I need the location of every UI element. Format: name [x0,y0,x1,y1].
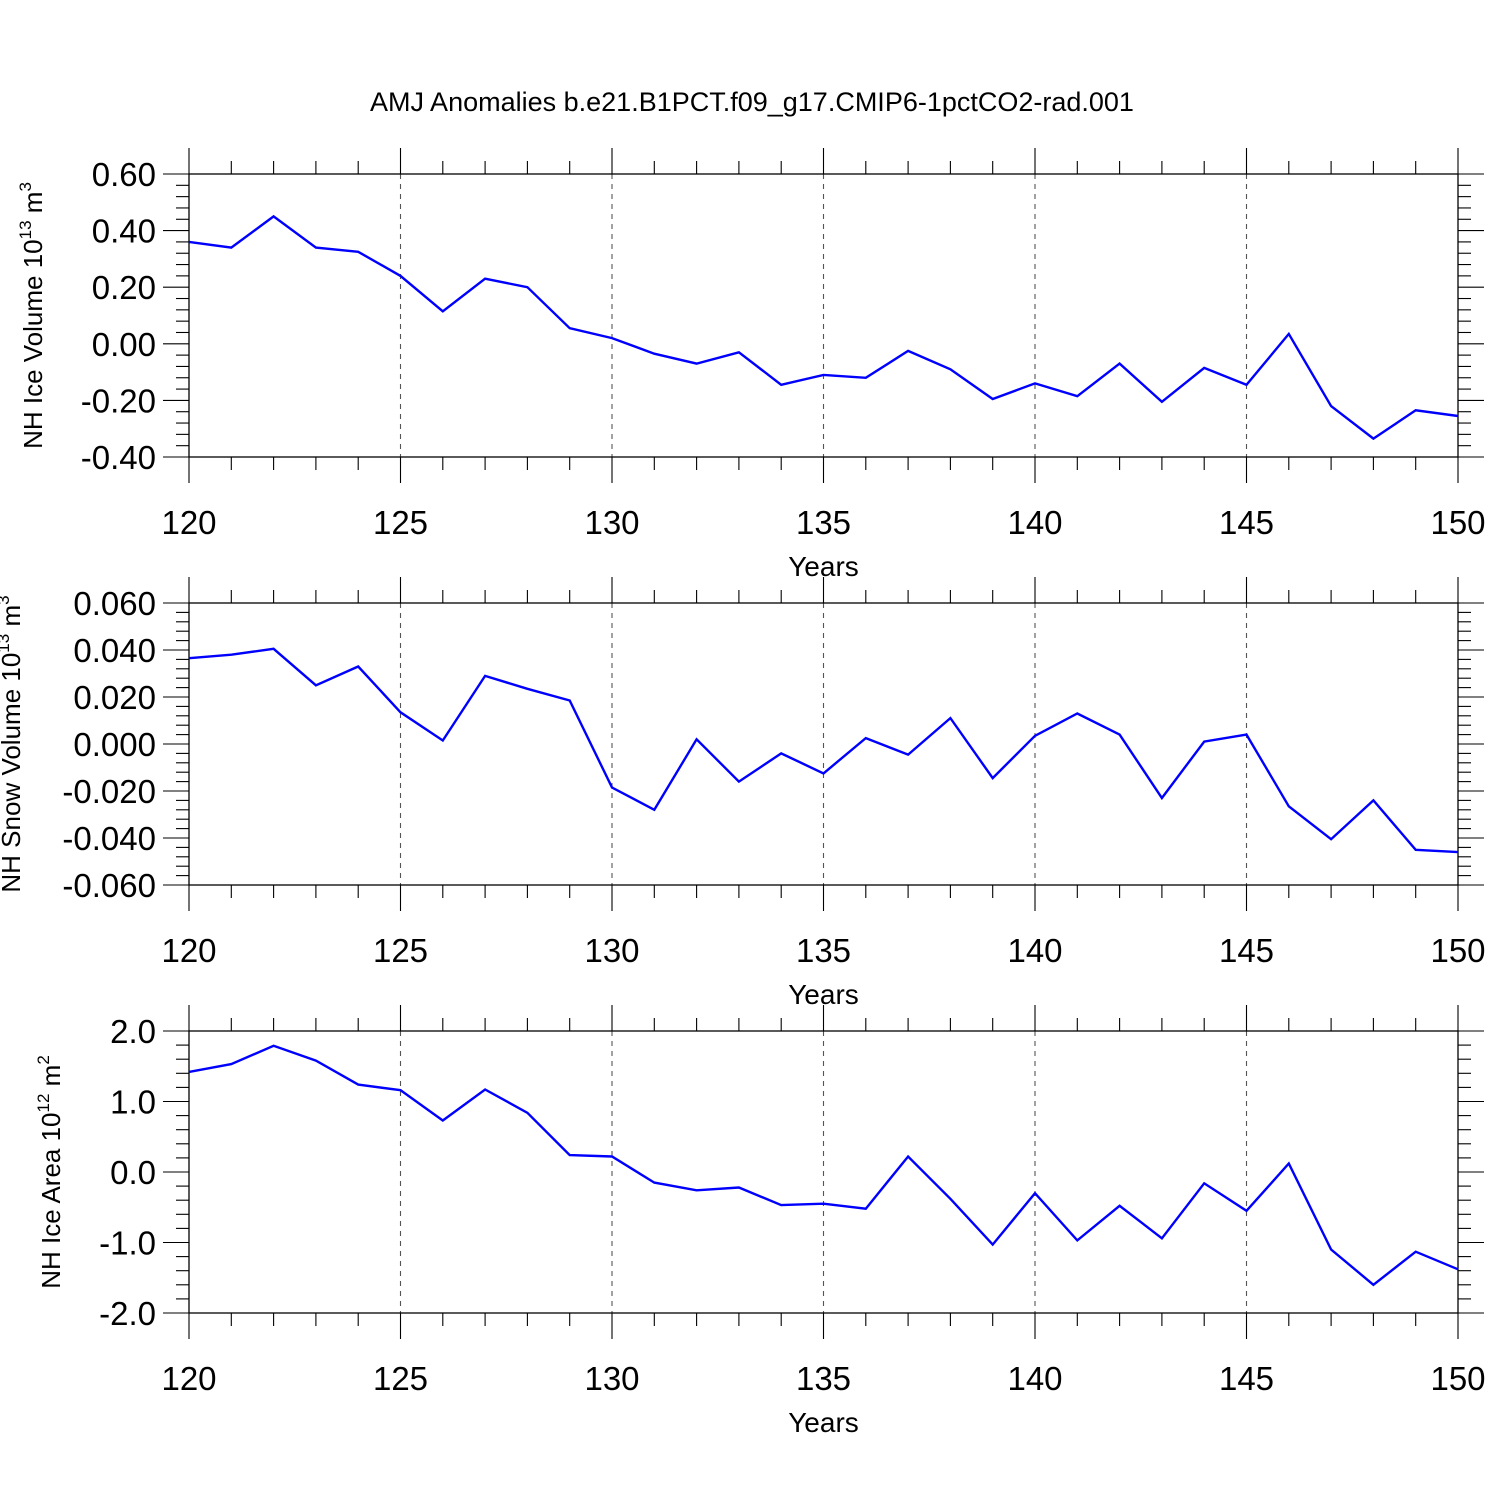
panel-3: -2.0 -1.0 0.0 1.0 2.0 120 125 130 135 140 145 150 Ye… [34,1005,1486,1438]
x-tick-label: 145 [1219,1360,1274,1397]
y-tick-label: 0.40 [92,213,156,250]
y-tick-label: 0.000 [73,726,156,763]
y-tick-label: 0.60 [92,156,156,193]
y-axis-label: NH Ice Volume 1013 m3 [16,182,48,449]
y-axis-label: NH Ice Area 1012 m2 [34,1055,66,1289]
x-tick-label: 140 [1007,932,1062,969]
y-tick-label: 0.0 [110,1154,156,1191]
y-tick-label: -0.020 [62,773,156,810]
panel-2: -0.060 -0.040 -0.020 0.000 0.020 0.040 0.060 12… [0,577,1486,1010]
y-tick-label: -0.060 [62,867,156,904]
x-tick-label: 140 [1007,1360,1062,1397]
x-tick-label: 120 [161,1360,216,1397]
x-tick-label: 135 [796,1360,851,1397]
y-tick-label: -0.040 [62,820,156,857]
x-tick-label: 130 [584,504,639,541]
x-tick-label: 120 [161,504,216,541]
series-line [188,214,1459,441]
x-axis-label: Years [788,979,859,1010]
x-tick-label: 125 [373,504,428,541]
x-tick-label: 145 [1219,932,1274,969]
y-axis-label: NH Snow Volume 1013 m3 [0,595,26,892]
y-tick-label: 0.020 [73,679,156,716]
x-tick-label: 120 [161,932,216,969]
y-tick-label: 0.060 [73,585,156,622]
x-tick-label: 150 [1430,932,1485,969]
x-tick-label: 150 [1430,1360,1485,1397]
y-tick-label: -0.40 [81,439,156,476]
x-tick-label: 140 [1007,504,1062,541]
x-tick-label: 125 [373,932,428,969]
y-tick-label: -1.0 [99,1225,156,1262]
y-tick-label: 0.20 [92,269,156,306]
x-tick-label: 130 [584,1360,639,1397]
y-tick-label: -0.20 [81,382,156,419]
panels: -0.40 -0.20 0.00 0.20 0.40 0.60 120 125 130 135 14… [0,148,1486,1438]
x-tick-label: 135 [796,932,851,969]
y-tick-label: 2.0 [110,1013,156,1050]
y-tick-label: 0.00 [92,326,156,363]
figure-title: AMJ Anomalies b.e21.B1PCT.f09_g17.CMIP6-… [370,87,1134,117]
x-tick-label: 145 [1219,504,1274,541]
series-line [188,1044,1459,1287]
x-axis-label: Years [788,551,859,582]
x-axis-label: Years [788,1407,859,1438]
x-tick-label: 135 [796,504,851,541]
x-tick-label: 150 [1430,504,1485,541]
series-line [188,647,1459,854]
panel-1: -0.40 -0.20 0.00 0.20 0.40 0.60 120 125 130 135 14… [16,148,1486,582]
x-tick-label: 125 [373,1360,428,1397]
y-tick-label: -2.0 [99,1295,156,1332]
y-tick-label: 0.040 [73,632,156,669]
y-tick-label: 1.0 [110,1084,156,1121]
x-tick-label: 130 [584,932,639,969]
